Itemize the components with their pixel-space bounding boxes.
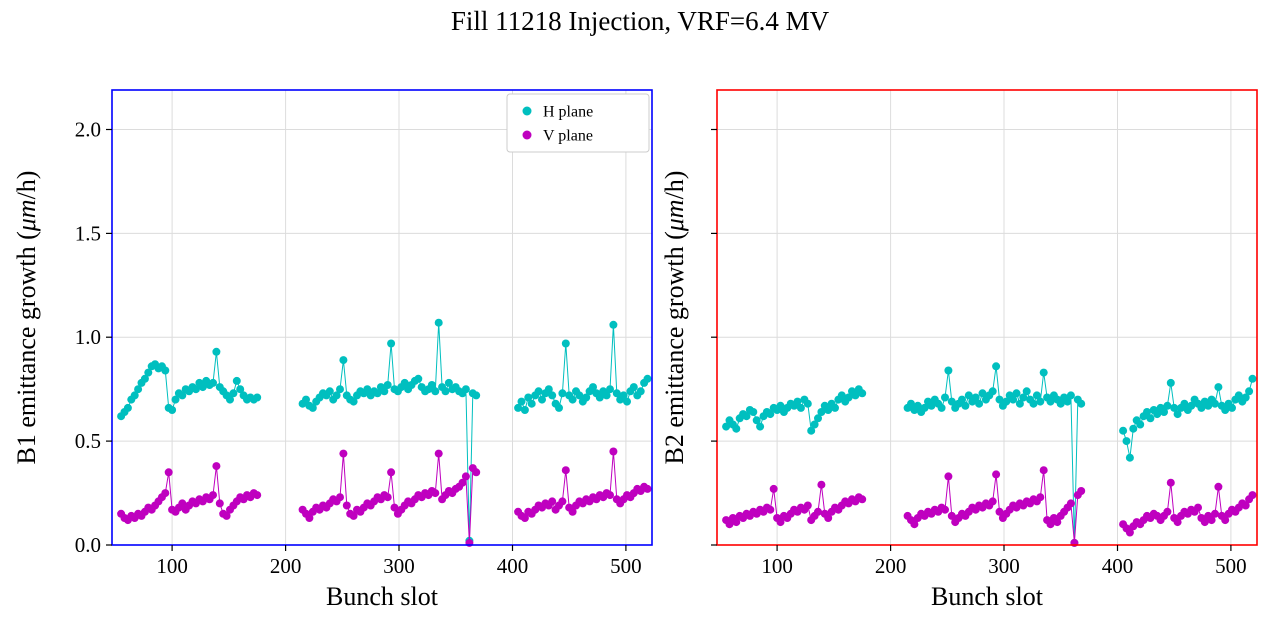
series-h-plane bbox=[722, 362, 1257, 547]
svg-text:200: 200 bbox=[270, 554, 302, 578]
subplot-b1: 100 200 300 400 500 0.0 0.5 1.0 1.5 2.0 Bunch slot… bbox=[12, 89, 653, 611]
tick-labels: 100 200 300 400 500 0.0 0.5 1.0 1.5 2.0 bbox=[75, 118, 642, 579]
svg-text:300: 300 bbox=[988, 554, 1020, 578]
y-axis-label: B2 emittance growth (μm/h) bbox=[660, 171, 689, 465]
svg-text:2.0: 2.0 bbox=[75, 118, 101, 142]
svg-text:300: 300 bbox=[383, 554, 415, 578]
tick-labels: 100 200 300 400 500 bbox=[761, 554, 1246, 578]
svg-text:100: 100 bbox=[761, 554, 793, 578]
svg-text:400: 400 bbox=[1102, 554, 1134, 578]
legend-label: V plane bbox=[543, 128, 593, 145]
y-axis-label: B1 emittance growth (μm/h) bbox=[12, 171, 41, 465]
gridlines bbox=[717, 90, 1257, 546]
svg-text:0.5: 0.5 bbox=[75, 429, 101, 453]
tick-marks bbox=[711, 128, 1232, 551]
svg-text:1.0: 1.0 bbox=[75, 325, 101, 349]
svg-text:400: 400 bbox=[497, 554, 529, 578]
legend-label: H plane bbox=[543, 104, 593, 121]
svg-text:500: 500 bbox=[1215, 554, 1247, 578]
axes-spines bbox=[716, 89, 1258, 546]
legend: H plane V plane bbox=[506, 93, 650, 153]
tick-marks bbox=[106, 128, 627, 551]
figure-title: Fill 11218 Injection, VRF=6.4 MV bbox=[450, 6, 830, 36]
legend-marker-v-plane bbox=[522, 130, 532, 140]
svg-text:200: 200 bbox=[875, 554, 907, 578]
series-v-plane bbox=[117, 447, 652, 547]
svg-text:100: 100 bbox=[156, 554, 188, 578]
svg-text:500: 500 bbox=[610, 554, 642, 578]
axes-spines bbox=[111, 89, 653, 546]
gridlines bbox=[112, 90, 652, 546]
x-axis-label: Bunch slot bbox=[931, 582, 1044, 611]
svg-text:1.5: 1.5 bbox=[75, 221, 101, 245]
svg-text:0.0: 0.0 bbox=[75, 533, 101, 557]
x-axis-label: Bunch slot bbox=[326, 582, 439, 611]
subplot-b2: 100 200 300 400 500 Bunch slot B2 emittance gr… bbox=[660, 89, 1258, 611]
legend-marker-h-plane bbox=[522, 106, 532, 116]
series-h-plane bbox=[117, 318, 652, 545]
series-v-plane bbox=[722, 466, 1257, 547]
